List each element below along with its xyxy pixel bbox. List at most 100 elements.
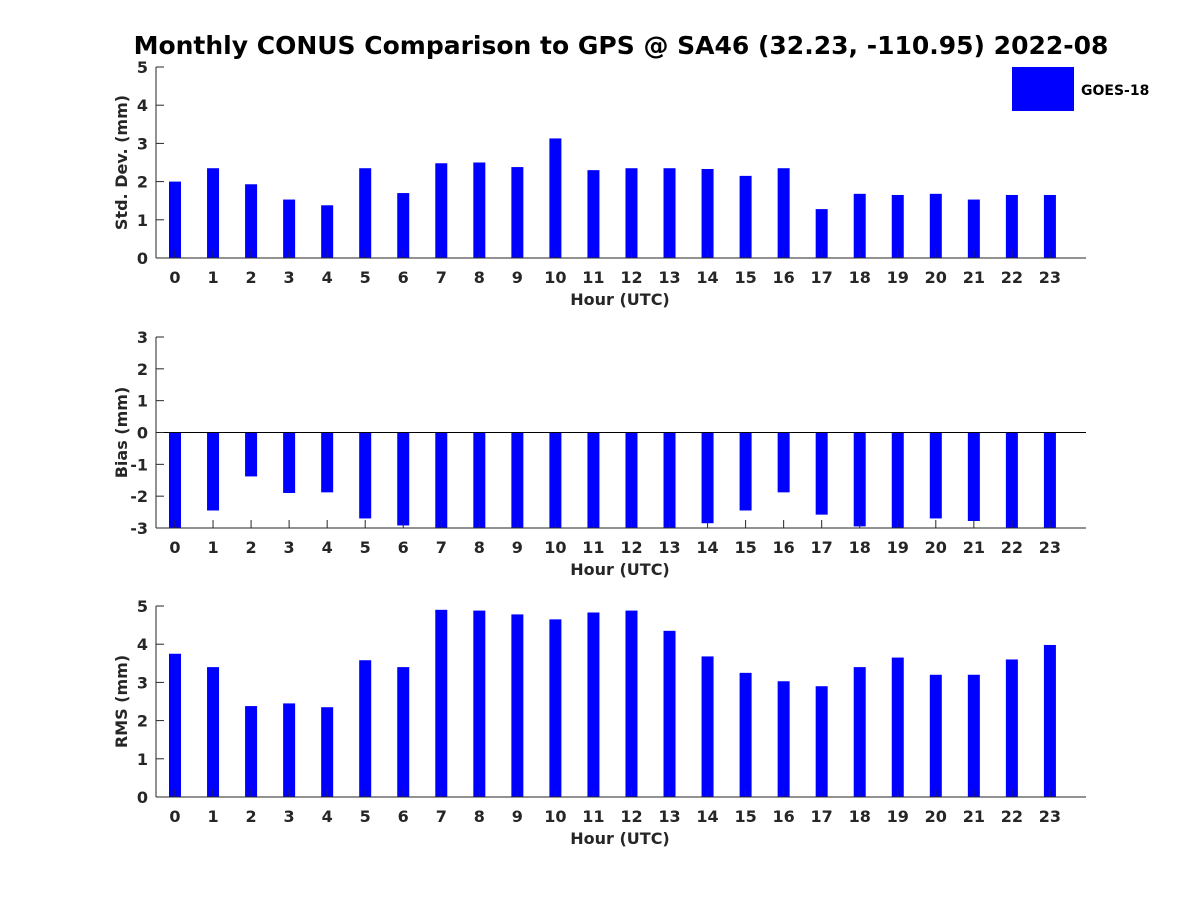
y-tick-label: 5 xyxy=(137,597,148,616)
bar xyxy=(207,432,220,511)
bar xyxy=(701,656,714,797)
x-tick-label: 16 xyxy=(773,268,795,287)
bar xyxy=(663,432,676,528)
x-tick-label: 14 xyxy=(696,268,718,287)
bar xyxy=(1043,644,1056,797)
x-tick-label: 20 xyxy=(925,268,947,287)
bar xyxy=(169,432,181,528)
x-tick-label: 20 xyxy=(925,807,947,826)
bar xyxy=(625,168,638,258)
bar xyxy=(891,657,904,797)
y-tick-label: 4 xyxy=(137,96,148,115)
bar xyxy=(549,432,562,528)
x-tick-label: 3 xyxy=(284,268,295,287)
x-tick-label: 5 xyxy=(360,807,371,826)
bar xyxy=(967,199,980,258)
x-tick-label: 7 xyxy=(436,268,447,287)
bar xyxy=(625,610,638,797)
x-tick-label: 13 xyxy=(658,268,680,287)
x-tick-label: 22 xyxy=(1001,807,1023,826)
bar xyxy=(929,193,942,258)
y-tick-label: 3 xyxy=(137,328,148,347)
bar xyxy=(245,184,258,258)
bar xyxy=(321,205,334,258)
bar xyxy=(1005,432,1018,528)
x-tick-label: 3 xyxy=(284,807,295,826)
bar xyxy=(587,170,600,258)
x-tick-label: 15 xyxy=(734,538,756,557)
x-tick-label: 18 xyxy=(849,807,871,826)
x-tick-label: 10 xyxy=(544,538,566,557)
bar xyxy=(1043,432,1056,528)
bar xyxy=(473,610,486,797)
y-tick-label: 2 xyxy=(137,173,148,192)
bar xyxy=(207,168,220,258)
bar xyxy=(397,667,410,797)
bar xyxy=(663,168,676,258)
x-tick-label: 18 xyxy=(849,268,871,287)
bar xyxy=(397,432,410,526)
x-tick-label: 14 xyxy=(696,807,718,826)
x-tick-label: 22 xyxy=(1001,268,1023,287)
x-tick-label: 16 xyxy=(773,807,795,826)
x-tick-label: 22 xyxy=(1001,538,1023,557)
bar xyxy=(777,681,790,797)
bar xyxy=(815,432,828,515)
bar xyxy=(1005,194,1018,258)
chart-title: Monthly CONUS Comparison to GPS @ SA46 (… xyxy=(134,31,1109,60)
x-tick-label: 11 xyxy=(582,268,604,287)
y-tick-label: 0 xyxy=(137,788,148,807)
x-tick-label: 8 xyxy=(474,807,485,826)
y-axis-label: RMS (mm) xyxy=(112,655,131,748)
x-tick-label: 5 xyxy=(360,268,371,287)
x-tick-label: 5 xyxy=(360,538,371,557)
x-tick-label: 15 xyxy=(734,807,756,826)
x-tick-label: 9 xyxy=(512,268,523,287)
x-tick-label: 12 xyxy=(620,807,642,826)
bar xyxy=(1043,194,1056,258)
bar xyxy=(511,432,524,528)
y-tick-label: 0 xyxy=(137,249,148,268)
bar xyxy=(967,674,980,797)
legend-swatch xyxy=(1012,67,1074,111)
bar xyxy=(853,193,866,258)
x-tick-label: 0 xyxy=(169,807,180,826)
bar xyxy=(739,432,752,511)
bar xyxy=(511,167,524,258)
bar xyxy=(777,432,790,493)
bar xyxy=(359,432,372,519)
bar xyxy=(245,706,258,797)
x-tick-label: 4 xyxy=(322,268,333,287)
x-tick-label: 23 xyxy=(1039,807,1061,826)
y-tick-label: 3 xyxy=(137,673,148,692)
bar xyxy=(815,686,828,797)
x-tick-label: 17 xyxy=(811,268,833,287)
bar xyxy=(245,432,258,477)
x-tick-label: 6 xyxy=(398,538,409,557)
x-tick-label: 4 xyxy=(322,538,333,557)
x-tick-label: 4 xyxy=(322,807,333,826)
bar xyxy=(511,614,524,797)
x-tick-label: 1 xyxy=(207,268,218,287)
y-tick-label: 4 xyxy=(137,635,148,654)
bar xyxy=(207,667,220,797)
x-tick-label: 10 xyxy=(544,807,566,826)
y-tick-label: 0 xyxy=(137,424,148,443)
y-tick-label: 5 xyxy=(137,58,148,77)
bar xyxy=(359,168,372,258)
bar xyxy=(701,168,714,258)
y-tick-label: 3 xyxy=(137,134,148,153)
x-tick-label: 21 xyxy=(963,268,985,287)
y-tick-label: -2 xyxy=(130,487,148,506)
y-tick-label: 1 xyxy=(137,750,148,769)
x-tick-label: 21 xyxy=(963,538,985,557)
x-tick-label: 15 xyxy=(734,268,756,287)
legend: GOES-18 xyxy=(1012,67,1149,111)
x-tick-label: 8 xyxy=(474,538,485,557)
bar xyxy=(891,194,904,258)
bar xyxy=(777,168,790,258)
